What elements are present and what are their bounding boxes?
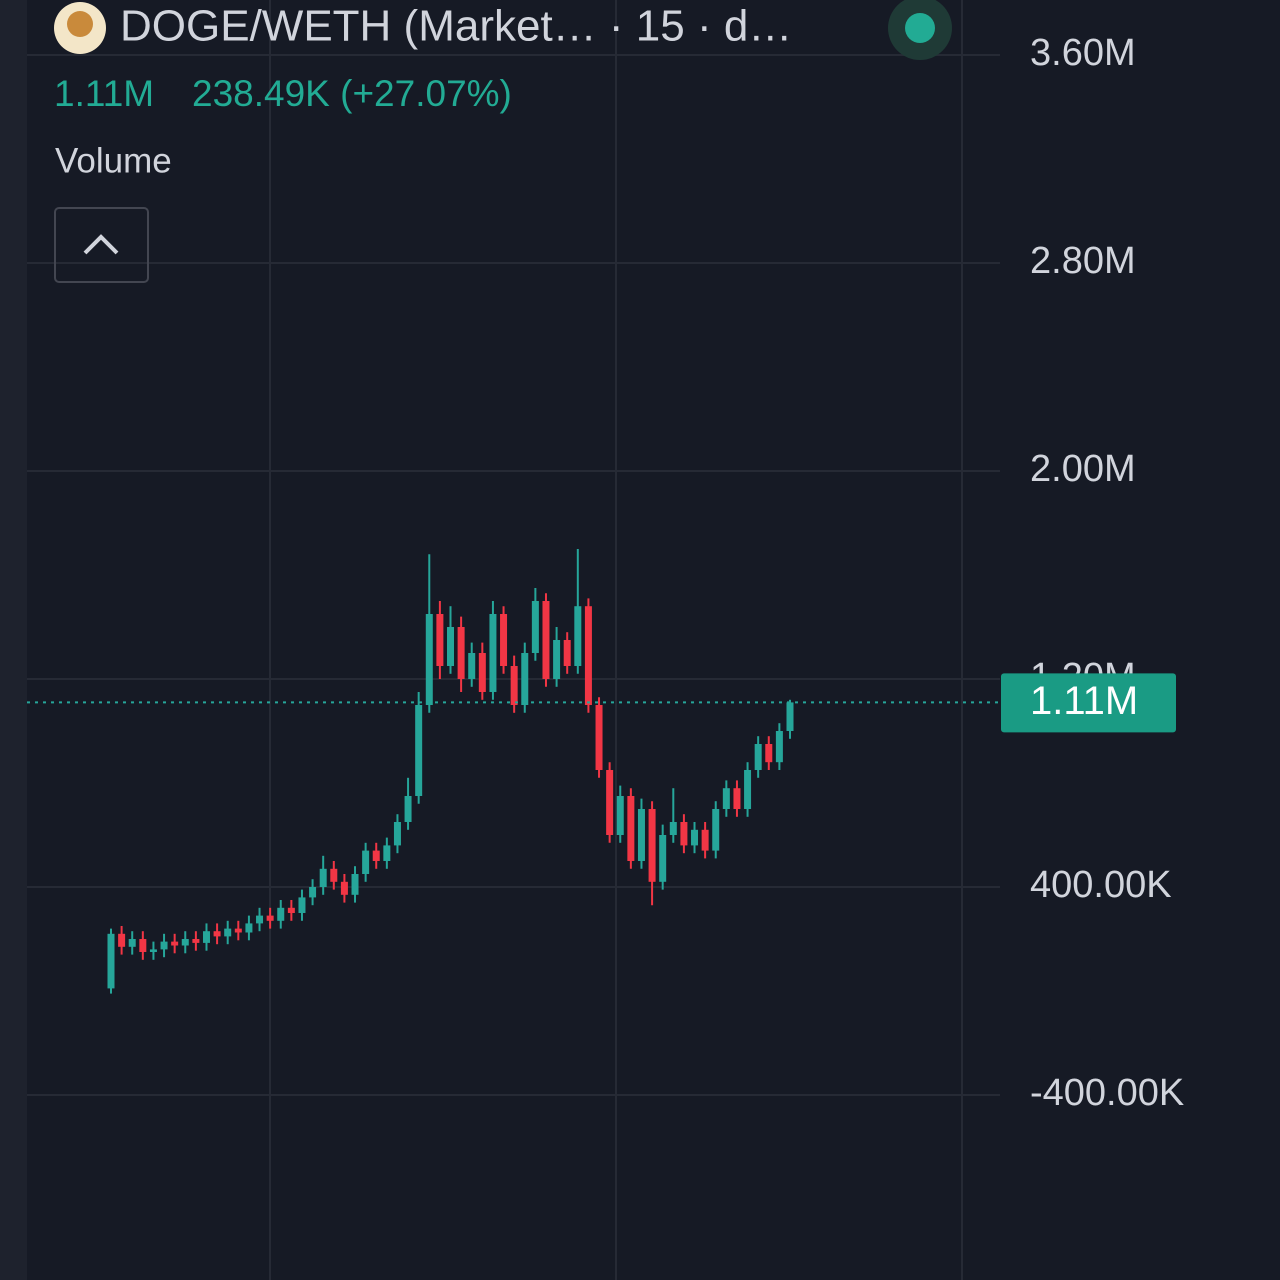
candle-body	[415, 705, 423, 797]
candle-body	[574, 606, 582, 667]
logo-face	[67, 11, 93, 37]
candle-body	[680, 822, 688, 846]
candle-body	[256, 915, 264, 924]
candle-body	[531, 600, 539, 654]
candle-body	[351, 874, 359, 895]
plot	[27, 53, 1000, 1097]
candle-body	[362, 850, 370, 875]
candle-body	[500, 613, 508, 667]
candle-body	[489, 613, 497, 693]
candle-body	[606, 770, 614, 836]
last-price-badge	[1001, 673, 1176, 733]
grid	[269, 0, 963, 1280]
candle-body	[478, 653, 486, 693]
pair-title[interactable]: DOGE/WETH (Market… · 15 · d…	[120, 2, 792, 51]
candle-body	[160, 941, 168, 950]
candle-body	[553, 640, 561, 680]
candle-body	[107, 933, 115, 989]
candle-body	[722, 788, 730, 810]
candle-body	[563, 640, 571, 667]
candle-body	[287, 907, 295, 914]
candle-body	[372, 850, 380, 862]
candle-body	[298, 897, 306, 914]
candle-body	[340, 881, 348, 895]
candle-body	[213, 931, 221, 937]
candle-body	[139, 939, 147, 953]
candle-body	[192, 939, 200, 943]
candle-body	[224, 928, 232, 937]
candle-body	[277, 907, 285, 921]
side-strip	[0, 0, 27, 1280]
candle-body	[669, 822, 677, 836]
y-tick-label: 3.60M	[1030, 32, 1136, 74]
candle-body	[542, 600, 550, 680]
indicator-label[interactable]: Volume	[55, 141, 172, 180]
candle-body	[521, 653, 529, 706]
candle-body	[584, 606, 592, 706]
candle-body	[468, 653, 476, 680]
y-tick-label: 2.00M	[1030, 448, 1136, 490]
header: DOGE/WETH (Market… · 15 · d… 1.11M 238.4…	[54, 0, 952, 283]
candle-body	[245, 923, 253, 933]
candle-body	[510, 666, 518, 706]
candle-body	[712, 809, 720, 851]
candle-body	[775, 731, 783, 763]
status-dot	[905, 13, 935, 43]
y-tick-label: -400.00K	[1030, 1072, 1184, 1114]
candle-body	[149, 949, 157, 953]
candle-body	[181, 939, 189, 946]
candle-body	[383, 845, 391, 862]
candle-body	[754, 744, 762, 771]
candle-body	[744, 770, 752, 810]
last-price-label: 1.11M	[1030, 679, 1138, 723]
candle-body	[319, 868, 327, 888]
candle-body	[447, 626, 454, 667]
candle-body	[118, 933, 126, 947]
price-change: 238.49K (+27.07%)	[192, 73, 512, 114]
candle-body	[648, 809, 656, 882]
candle-body	[202, 931, 210, 943]
candle-body	[765, 744, 773, 763]
candle-body	[309, 887, 317, 898]
y-tick-label: 2.80M	[1030, 240, 1136, 282]
candle-body	[701, 829, 709, 851]
candle-body	[733, 788, 741, 810]
candle-body	[627, 796, 635, 862]
candle-body	[393, 822, 401, 846]
candle-body	[266, 915, 274, 921]
candle-body	[457, 626, 465, 680]
candle-body	[637, 809, 645, 862]
chevron-up	[83, 234, 119, 255]
candle-body	[616, 796, 624, 836]
candle-body	[234, 928, 242, 933]
candle-body	[425, 613, 433, 706]
candle-body	[436, 613, 444, 667]
candle-body	[595, 705, 603, 771]
candle-body	[691, 829, 699, 846]
last-price: 1.11M	[54, 73, 154, 114]
candle-body	[128, 939, 136, 947]
candle-body	[404, 796, 412, 823]
y-tick-label: 400.00K	[1030, 864, 1172, 906]
collapse-button[interactable]	[54, 207, 149, 283]
candle-body	[659, 835, 667, 882]
candle-body	[786, 702, 794, 732]
candle-body	[171, 941, 179, 946]
candle-body	[330, 868, 338, 882]
